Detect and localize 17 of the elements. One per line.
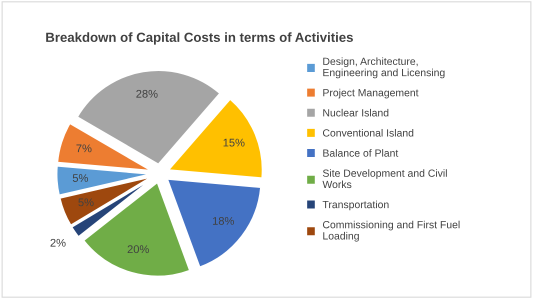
legend-label: Balance of Plant — [323, 149, 398, 157]
data-label: 7% — [76, 144, 92, 152]
legend-label: Design, Architecture, Engineering and Licensing — [323, 57, 445, 78]
legend-label: Site Development and Civil Works — [322, 169, 447, 188]
chart-title: Breakdown of Capital Costs in terms of Activities — [46, 32, 353, 45]
legend-label: Commissioning and First Fuel Loading — [322, 220, 460, 242]
legend-label: Nuclear Island — [323, 108, 388, 116]
data-label: 15% — [224, 138, 245, 147]
legend-label: Transportation — [322, 200, 389, 210]
legend-label: Conventional Island — [322, 128, 414, 137]
data-label: 28% — [136, 90, 158, 98]
data-label: 18% — [212, 216, 234, 225]
data-label: 5% — [72, 174, 88, 182]
data-label: 5% — [78, 198, 94, 206]
data-label: 20% — [128, 245, 149, 254]
data-label: 2% — [50, 238, 66, 247]
legend-label: Project Management — [323, 88, 418, 98]
